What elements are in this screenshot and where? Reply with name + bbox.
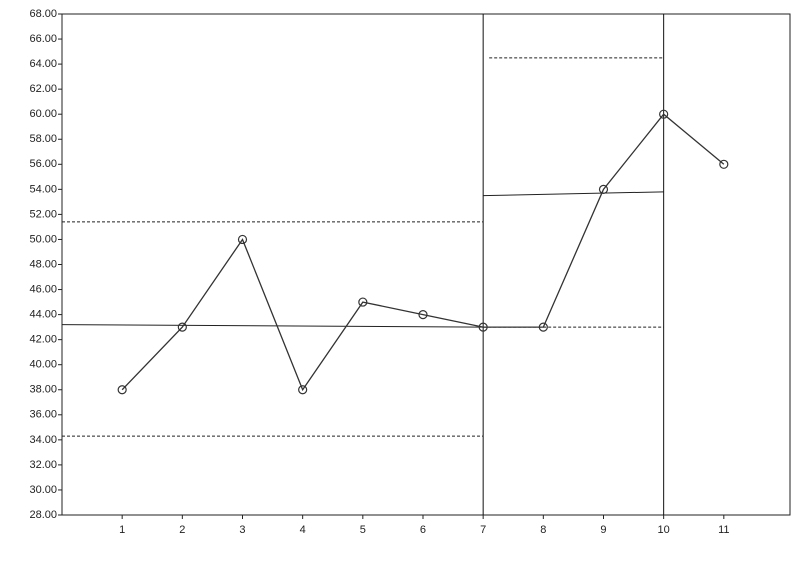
reference-line — [483, 191, 664, 197]
data-line — [121, 113, 725, 392]
y-tick-label: 46.00 — [29, 283, 57, 295]
y-tick-label: 34.00 — [29, 434, 57, 446]
plot-frame — [61, 13, 791, 516]
y-tick-label: 44.00 — [29, 309, 57, 321]
y-tick-label: 50.00 — [29, 233, 57, 245]
y-tick-label: 40.00 — [29, 359, 57, 371]
data-point — [177, 322, 187, 332]
y-tick-label: 52.00 — [29, 208, 57, 220]
y-tick-label: 32.00 — [29, 459, 57, 471]
data-point — [358, 297, 368, 307]
y-tick-label: 54.00 — [29, 183, 57, 195]
data-point — [418, 310, 428, 320]
y-tick-label: 68.00 — [29, 8, 57, 20]
data-point — [538, 322, 548, 332]
x-tick-label: 8 — [540, 524, 546, 536]
x-tick-label: 2 — [179, 524, 185, 536]
y-tick-label: 28.00 — [29, 509, 57, 521]
y-tick-label: 30.00 — [29, 484, 57, 496]
y-tick-label: 60.00 — [29, 108, 57, 120]
y-tick-label: 38.00 — [29, 384, 57, 396]
x-tick-label: 10 — [658, 524, 670, 536]
reference-line — [61, 324, 484, 328]
data-point — [237, 234, 248, 245]
y-tick-label: 42.00 — [29, 334, 57, 346]
y-tick-label: 66.00 — [29, 33, 57, 45]
x-tick-label: 1 — [119, 524, 125, 536]
x-tick-label: 11 — [718, 524, 729, 536]
y-tick-label: 36.00 — [29, 409, 57, 421]
x-tick-label: 3 — [239, 524, 245, 536]
data-point — [659, 109, 669, 119]
x-tick-label: 7 — [480, 524, 486, 536]
data-point — [117, 385, 127, 395]
data-point — [298, 385, 308, 395]
x-tick-label: 4 — [300, 524, 306, 536]
x-tick-label: 6 — [420, 524, 426, 536]
y-tick-label: 64.00 — [29, 58, 57, 70]
x-tick-label: 5 — [360, 524, 366, 536]
y-tick-label: 48.00 — [29, 258, 57, 270]
y-tick-label: 58.00 — [29, 133, 57, 145]
y-tick-label: 62.00 — [29, 83, 57, 95]
y-tick-label: 56.00 — [29, 158, 57, 170]
data-point — [719, 159, 729, 169]
data-point — [478, 322, 488, 332]
data-point — [598, 184, 609, 194]
x-tick-label: 9 — [600, 524, 606, 536]
